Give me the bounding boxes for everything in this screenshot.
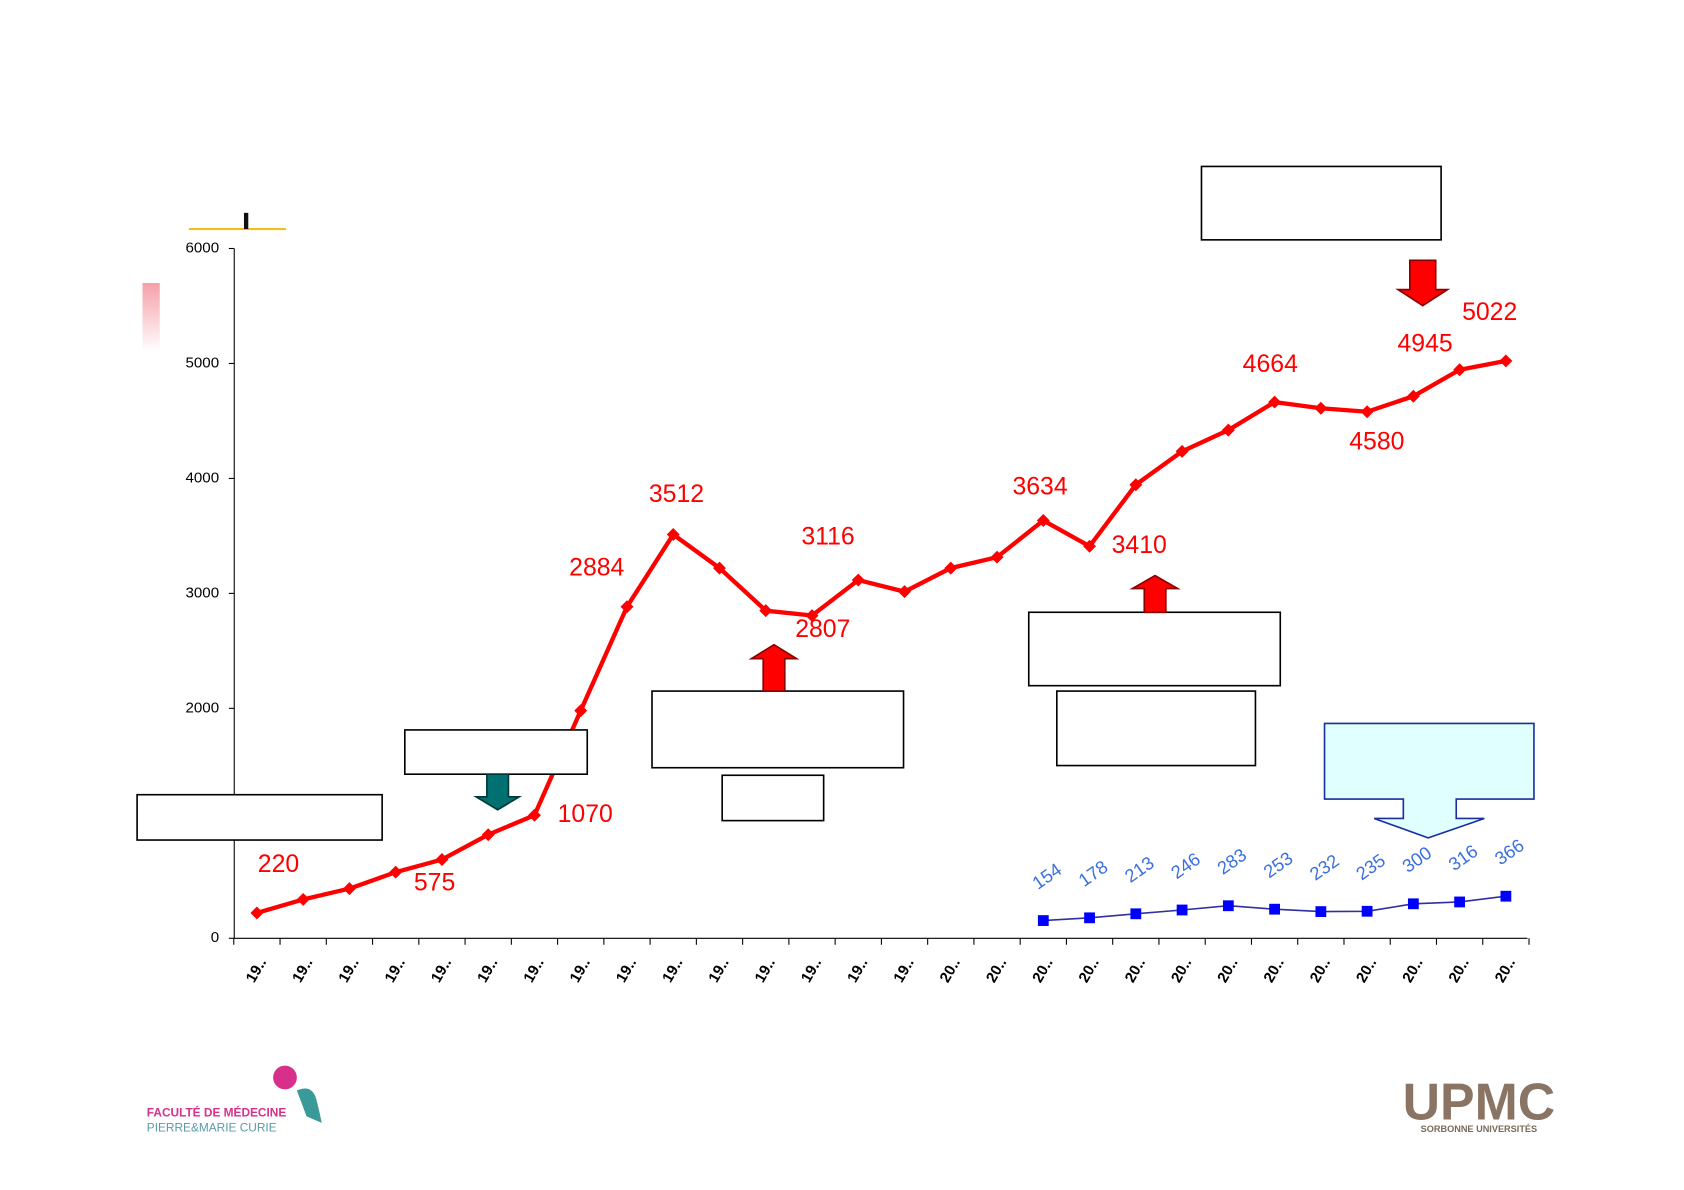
value-label: 220 — [258, 851, 299, 878]
marker — [1221, 423, 1235, 437]
marker — [1315, 906, 1327, 918]
arrow-down — [473, 773, 523, 811]
marker — [1130, 908, 1142, 920]
marker — [296, 892, 310, 906]
annotation-box — [136, 793, 383, 841]
value-label: 2807 — [795, 616, 850, 643]
marker — [713, 561, 726, 575]
value-label: 3410 — [1112, 532, 1167, 559]
arrow-up — [1129, 574, 1181, 614]
marker — [1083, 539, 1097, 553]
y-tick-label: 2000 — [186, 699, 220, 716]
marker — [389, 865, 403, 879]
value-label: 4580 — [1349, 429, 1404, 456]
logo-icon — [273, 1065, 297, 1090]
marker — [1176, 904, 1188, 916]
marker — [944, 561, 958, 575]
logo-left: FACULTÉ DE MÉDECINE PIERRE&MARIE CURIE — [147, 1065, 322, 1134]
marker — [1453, 363, 1467, 377]
marker — [759, 604, 773, 618]
decor-gradient — [142, 283, 160, 353]
marker — [666, 528, 680, 541]
marker — [1222, 900, 1234, 912]
value-label: 3512 — [649, 481, 704, 508]
annotation-box — [651, 690, 905, 769]
annotation-box — [1056, 690, 1257, 767]
logo-text: FACULTÉ DE MÉDECINE — [147, 1104, 287, 1119]
value-label: 5022 — [1462, 299, 1517, 326]
marker — [1407, 898, 1419, 910]
y-tick-label: 3000 — [186, 584, 220, 601]
y-tick-label: 0 — [211, 929, 219, 946]
arrow-up — [748, 643, 800, 692]
marker — [620, 600, 634, 614]
value-label: 3116 — [801, 524, 854, 551]
marker — [342, 882, 356, 896]
marker — [990, 550, 1004, 564]
marker — [805, 609, 819, 623]
marker — [1037, 915, 1049, 926]
value-label: 2884 — [569, 554, 624, 581]
value-label: 3634 — [1012, 474, 1067, 501]
annotation-box — [1200, 165, 1442, 241]
logo-text: PIERRE&MARIE CURIE — [147, 1120, 277, 1134]
marker — [1499, 354, 1513, 368]
marker — [435, 853, 449, 867]
annotation-box — [1027, 611, 1282, 687]
marker — [1084, 912, 1095, 924]
marker — [1129, 478, 1143, 492]
y-tick-label: 4000 — [186, 469, 220, 486]
annotation-box — [721, 774, 825, 822]
decor-mark — [243, 212, 249, 230]
annotation-box — [403, 729, 589, 776]
logo-right: UPMC SORBONNE UNIVERSITÉS — [1403, 1072, 1556, 1133]
value-label: 1070 — [558, 801, 613, 828]
marker — [898, 585, 912, 599]
marker — [1361, 905, 1373, 917]
value-label: 4664 — [1243, 351, 1298, 378]
logo-text: UPMC — [1403, 1072, 1556, 1130]
marker — [1454, 896, 1466, 908]
marker — [527, 808, 541, 822]
marker — [851, 573, 865, 587]
marker — [1269, 903, 1280, 915]
annotations — [136, 165, 1535, 841]
marker — [1406, 389, 1420, 403]
callout — [1323, 722, 1535, 839]
y-tick-label: 6000 — [186, 239, 220, 256]
y-tick-label: 5000 — [186, 354, 220, 371]
value-label: 575 — [414, 870, 455, 897]
logo-text: SORBONNE UNIVERSITÉS — [1421, 1123, 1538, 1134]
marker — [1500, 890, 1512, 902]
series-line — [256, 358, 1507, 916]
arrow-down — [1395, 259, 1451, 307]
logo-icon — [296, 1088, 322, 1123]
marker — [250, 906, 264, 920]
marker — [574, 704, 588, 718]
marker — [481, 828, 495, 842]
value-label: 4945 — [1397, 331, 1452, 358]
